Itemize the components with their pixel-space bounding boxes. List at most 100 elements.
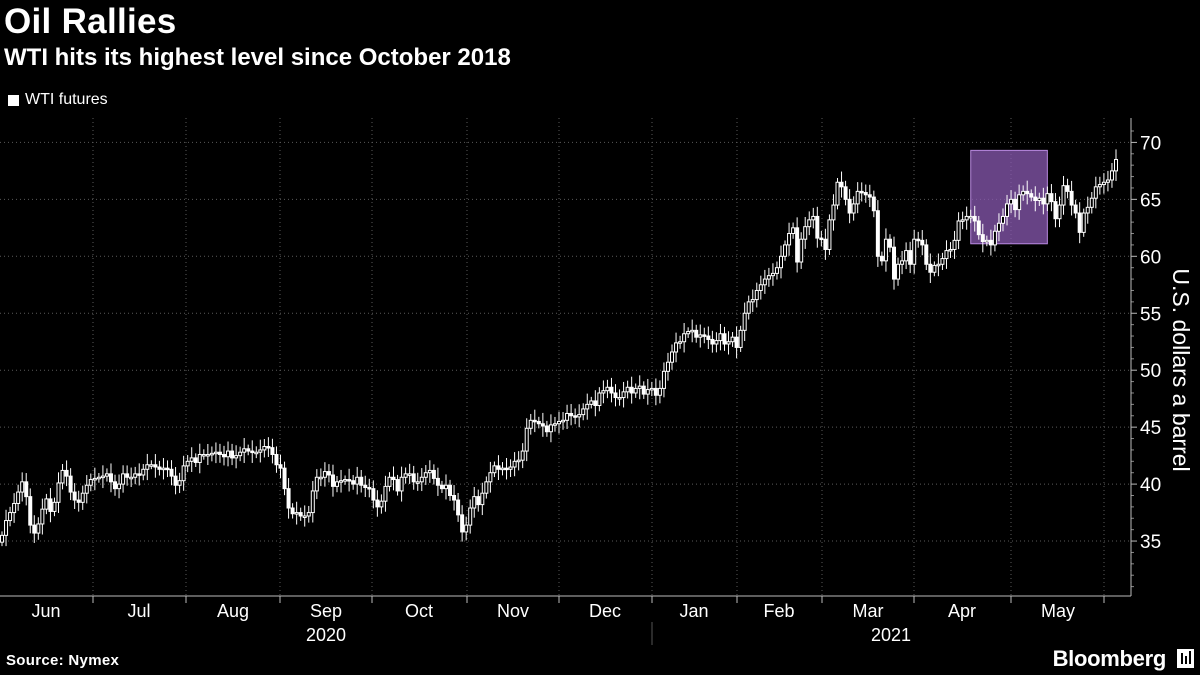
candle-body <box>24 481 29 498</box>
candle-body <box>665 361 670 372</box>
candle-body <box>64 469 69 477</box>
candle-body <box>887 238 892 248</box>
candle-body <box>359 476 364 486</box>
candle-body <box>972 215 977 222</box>
candle-body <box>1101 181 1106 186</box>
candle-body <box>12 502 17 514</box>
candle-body <box>145 464 150 470</box>
candle-body <box>516 459 521 463</box>
candle-body <box>1105 179 1110 183</box>
candle-body <box>706 335 711 340</box>
candle-body <box>621 391 626 399</box>
candle-body <box>879 255 884 262</box>
candle-body <box>952 239 957 250</box>
month-label-mar: Mar <box>853 601 884 621</box>
candle-body <box>262 446 267 451</box>
candle-body <box>363 484 368 489</box>
candle-body <box>520 450 525 461</box>
candle-body <box>831 204 836 221</box>
candle-body <box>524 427 529 452</box>
candle-body <box>569 412 574 417</box>
candle-body <box>960 219 965 222</box>
candle-body <box>177 480 182 486</box>
candle-body <box>637 385 642 389</box>
candle-body <box>298 512 303 517</box>
candle-body <box>395 479 400 492</box>
candle-body <box>613 392 618 399</box>
candle-body <box>443 484 448 490</box>
candle-body <box>565 412 570 421</box>
candle-body <box>407 473 412 476</box>
candle-body <box>1025 190 1030 195</box>
candle-body <box>415 481 420 484</box>
candle-body <box>314 476 319 492</box>
candle-body <box>766 275 771 280</box>
year-label-2020: 2020 <box>306 625 346 645</box>
candle-body <box>32 524 37 534</box>
candle-body <box>468 507 473 526</box>
candle-body <box>956 220 961 241</box>
candle-body <box>1009 198 1014 205</box>
month-label-apr: Apr <box>948 601 976 621</box>
candle-body <box>496 465 501 470</box>
y-tick-label: 60 <box>1140 247 1161 268</box>
candle-body <box>310 490 315 514</box>
candle-body <box>948 248 953 252</box>
candle-body <box>1097 184 1102 188</box>
candle-body <box>746 301 751 314</box>
month-label-sep: Sep <box>310 601 342 621</box>
candle-body <box>783 244 788 257</box>
candle-body <box>504 467 509 471</box>
candle-body <box>80 492 85 503</box>
candle-body <box>1017 194 1022 211</box>
candle-body <box>1000 215 1005 224</box>
candle-body <box>339 480 344 483</box>
candle-body <box>96 476 101 480</box>
candle-body <box>617 397 622 400</box>
candle-body <box>912 238 917 265</box>
candle-body <box>117 483 122 490</box>
candle-body <box>988 239 993 246</box>
candle-body <box>161 467 166 471</box>
y-tick-label: 45 <box>1140 418 1161 439</box>
candle-body <box>278 464 283 469</box>
candle-body <box>964 215 969 221</box>
candle-body <box>238 451 243 457</box>
month-label-jan: Jan <box>679 601 708 621</box>
candle-body <box>718 333 723 342</box>
candle-body <box>980 234 985 242</box>
candle-body <box>762 278 767 286</box>
candle-body <box>904 250 909 262</box>
candle-body <box>185 460 190 467</box>
month-label-oct: Oct <box>405 601 433 621</box>
candle-body <box>36 523 41 534</box>
candle-body <box>173 475 178 486</box>
candle-body <box>197 453 202 463</box>
candle-body <box>367 487 372 490</box>
candle-body <box>1077 212 1082 233</box>
candle-body <box>649 387 654 391</box>
candle-body <box>968 215 973 219</box>
legend-swatch <box>8 94 19 106</box>
candle-body <box>290 507 295 515</box>
candle-body <box>811 215 816 221</box>
candle-body <box>928 263 933 273</box>
candle-body <box>758 284 763 291</box>
candle-body <box>0 534 4 543</box>
source-note: Source: Nymex <box>6 652 120 669</box>
candle-body <box>678 341 683 344</box>
month-label-dec: Dec <box>589 601 621 621</box>
candle-body <box>557 420 561 425</box>
y-tick-label: 50 <box>1140 361 1161 382</box>
candle-body <box>423 472 428 478</box>
candle-body <box>1057 204 1062 220</box>
candle-body <box>28 496 33 526</box>
candle-body <box>153 464 158 468</box>
candle-body <box>1093 186 1098 199</box>
candle-body <box>480 492 485 506</box>
candle-body <box>68 475 73 493</box>
candle-body <box>774 267 779 274</box>
candle-body <box>306 512 311 517</box>
y-tick-label: 35 <box>1140 532 1161 553</box>
month-label-feb: Feb <box>763 601 794 621</box>
